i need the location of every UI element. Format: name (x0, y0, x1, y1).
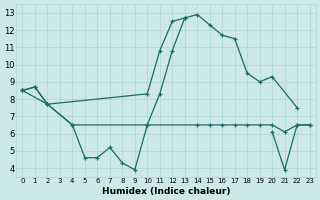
X-axis label: Humidex (Indice chaleur): Humidex (Indice chaleur) (102, 187, 230, 196)
